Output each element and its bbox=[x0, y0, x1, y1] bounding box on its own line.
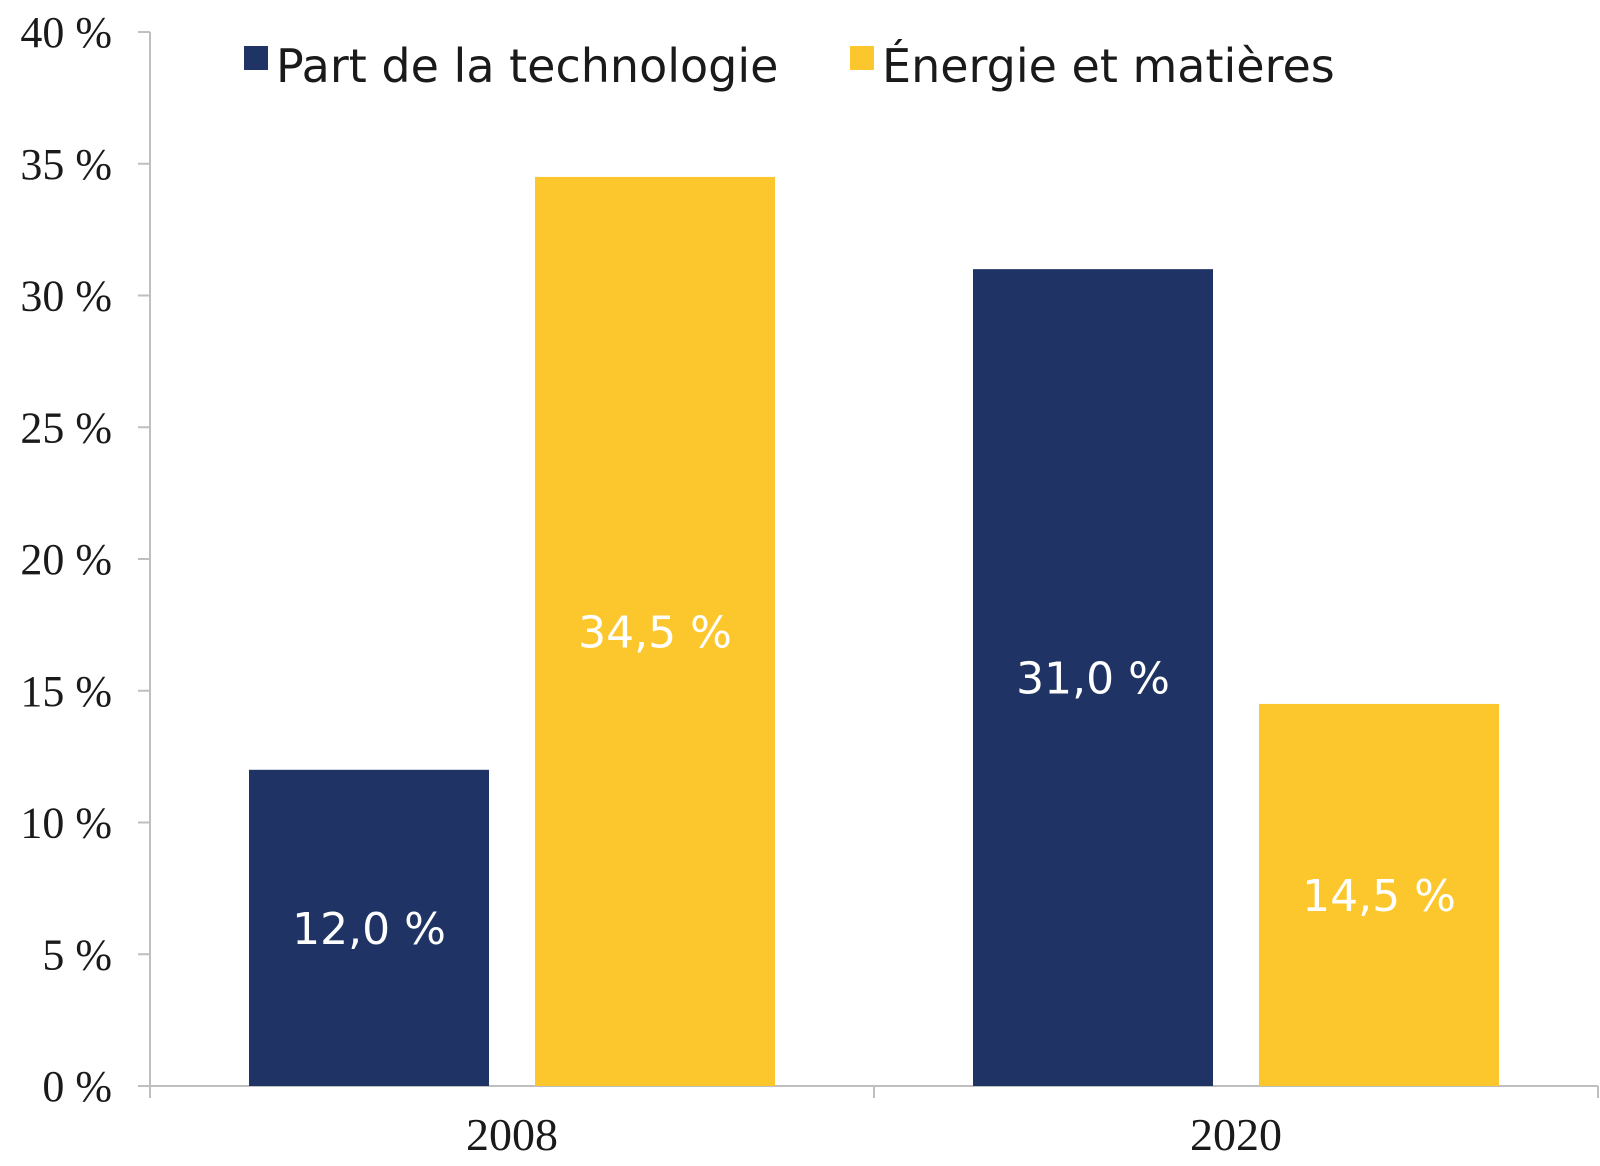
x-category-label: 2008 bbox=[466, 1109, 558, 1160]
y-tick-label: 0 % bbox=[42, 1062, 112, 1111]
y-tick-label: 20 % bbox=[20, 535, 112, 584]
y-axis-ticks: 0 % 5 % 10 % 15 % 20 % 25 % 30 % 35 % 40 % bbox=[20, 8, 150, 1111]
x-category-label: 2020 bbox=[1190, 1109, 1282, 1160]
legend-label: Énergie et matières bbox=[882, 39, 1335, 93]
y-tick-label: 15 % bbox=[20, 667, 112, 716]
x-axis-categories: 2008 2020 bbox=[466, 1109, 1282, 1160]
y-tick-label: 25 % bbox=[20, 403, 112, 452]
y-tick-label: 35 % bbox=[20, 140, 112, 189]
bar bbox=[1259, 703, 1499, 1086]
y-tick-label: 10 % bbox=[20, 799, 112, 848]
data-labels: 12,0 % 34,5 % 31,0 % 14,5 % bbox=[292, 607, 1456, 954]
bar bbox=[535, 176, 775, 1087]
bar-value-label: 31,0 % bbox=[1016, 654, 1170, 705]
bars bbox=[249, 176, 1499, 1087]
bar-value-label: 34,5 % bbox=[578, 607, 732, 658]
legend: Part de la technologie Énergie et matière… bbox=[244, 39, 1335, 93]
bar-value-label: 12,0 % bbox=[292, 904, 446, 955]
bar-value-label: 14,5 % bbox=[1302, 871, 1456, 922]
legend-swatch bbox=[850, 46, 874, 70]
y-tick-label: 40 % bbox=[20, 8, 112, 57]
legend-label: Part de la technologie bbox=[276, 39, 778, 93]
bar bbox=[973, 269, 1213, 1086]
y-tick-label: 30 % bbox=[20, 272, 112, 321]
y-tick-label: 5 % bbox=[42, 930, 112, 979]
legend-swatch bbox=[244, 46, 268, 70]
bar bbox=[249, 769, 489, 1086]
